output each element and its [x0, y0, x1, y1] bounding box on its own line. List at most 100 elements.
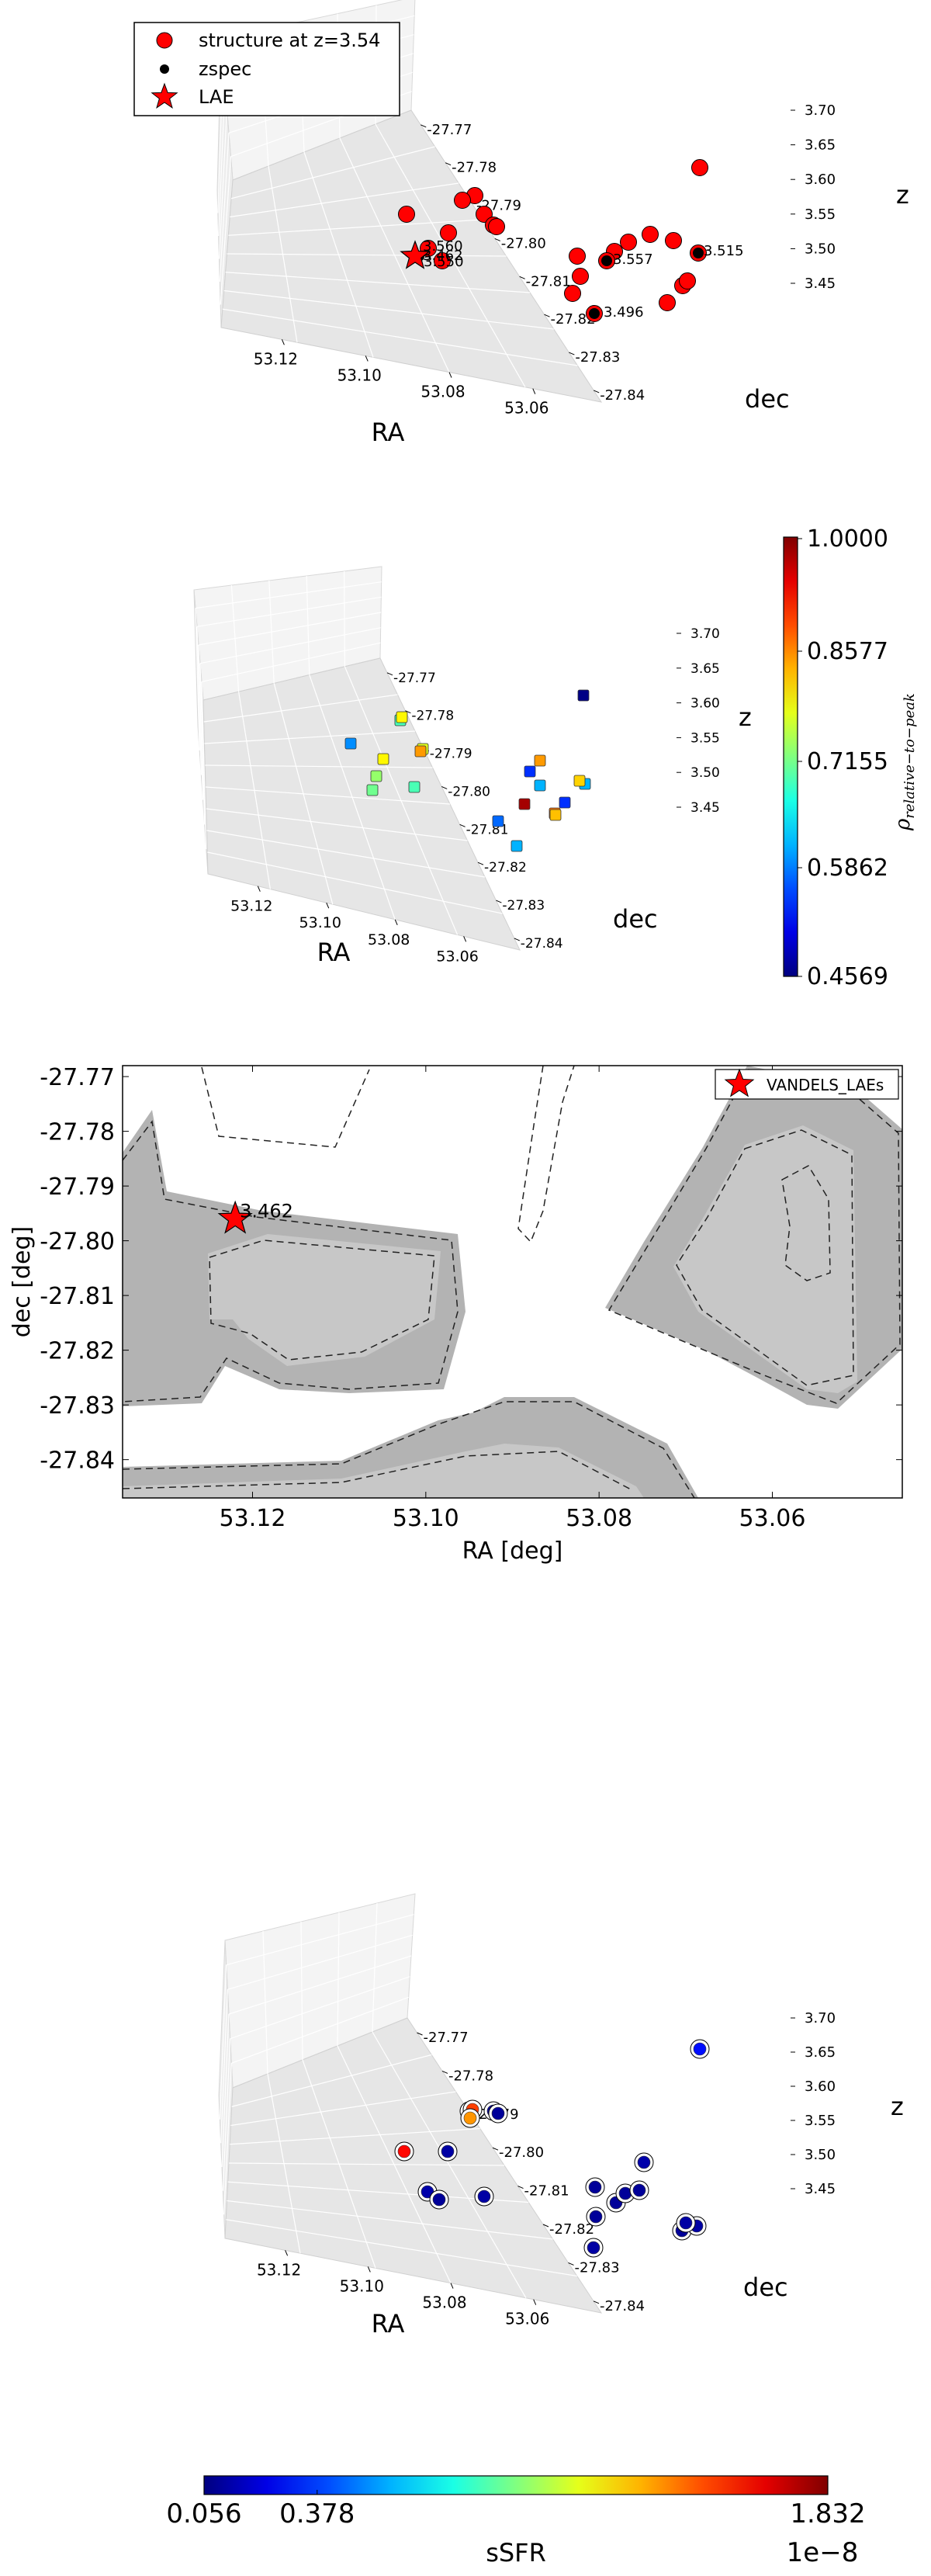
z-tick-label: 3.65	[805, 137, 836, 154]
structure-marker	[440, 224, 457, 241]
x-tick	[533, 2299, 537, 2305]
structure-marker	[454, 192, 471, 209]
x-tick-label: 53.08	[422, 2293, 466, 2312]
y-tick-label: -27.84	[40, 1447, 115, 1475]
y-tick-label: -27.84	[600, 387, 645, 404]
x-tick-label: 53.08	[368, 931, 410, 948]
y-tick-label: -27.82	[549, 2221, 594, 2238]
grid-line	[337, 1912, 340, 2047]
x-tick	[281, 339, 285, 345]
structure-marker	[679, 272, 696, 289]
legend: structure at z=3.54 zspec LAE	[133, 22, 400, 116]
z-tick-label: 3.45	[805, 2181, 836, 2197]
contour-line	[201, 1066, 370, 1148]
structure-marker	[659, 294, 676, 311]
y-tick	[477, 862, 484, 865]
y-tick-label: -27.78	[40, 1119, 115, 1146]
grid-line	[205, 764, 433, 768]
y-tick	[544, 314, 550, 317]
grid-line	[218, 109, 228, 259]
grid-line	[207, 851, 503, 914]
x-tick	[257, 886, 261, 892]
structure-marker	[398, 206, 415, 223]
z-axis-label: z	[739, 702, 752, 732]
density-marker	[396, 711, 408, 723]
grid-line	[344, 570, 345, 667]
y-tick-label: -27.82	[551, 311, 596, 328]
grid-line	[222, 308, 578, 366]
y-tick-label: -27.77	[424, 2030, 469, 2046]
z-tick-label: 3.50	[805, 241, 836, 257]
grid-line	[205, 786, 451, 805]
colorbar-tick-label: 1.0000	[807, 525, 888, 553]
y-tick-label: -27.77	[40, 1064, 115, 1091]
zspec-marker	[693, 248, 704, 258]
z-tick-label: 3.55	[690, 730, 720, 746]
x-axis-label: RA	[372, 2309, 405, 2339]
ssfr-marker	[491, 2106, 505, 2120]
x-tick-label: 53.08	[421, 383, 465, 401]
grid-line	[206, 830, 486, 878]
x-tick	[394, 919, 398, 925]
y-tick	[445, 162, 452, 166]
colorbar-label: sSFR	[486, 2538, 546, 2567]
y-tick-label: -27.82	[40, 1338, 115, 1365]
grid-line	[220, 1989, 228, 2144]
y-tick	[514, 938, 520, 941]
legend-marker-structure	[156, 32, 173, 49]
x-tick-label: 53.06	[436, 948, 478, 965]
contour-line	[122, 1451, 633, 1491]
colorbar-ssfr: 0.056 0.378 1.832 sSFR 1e−8	[166, 2475, 866, 2568]
z-axis-label: z	[891, 2092, 904, 2121]
grid-line	[227, 1934, 413, 1990]
legend-marker	[724, 1068, 755, 1097]
y-tick-label: -27.84	[521, 936, 563, 952]
grid-line	[206, 808, 468, 841]
grid-line	[231, 2054, 432, 2107]
grid-line	[230, 584, 240, 692]
grid-line	[223, 2063, 232, 2215]
y-tick	[405, 710, 411, 714]
contour-region-inner-right	[673, 1125, 857, 1393]
x-tick-label: 53.10	[393, 1505, 459, 1532]
y-tick	[593, 2300, 600, 2304]
density-marker	[414, 745, 427, 758]
grid-line	[204, 730, 416, 744]
z-tick-label: 3.70	[805, 102, 836, 119]
colorbar-label-sub: relative−to−peak	[902, 693, 918, 819]
ssfr-marker	[477, 2189, 491, 2203]
y-tick	[421, 124, 427, 128]
chart-structure-3d: 53.1253.1053.0853.06RA-27.77-27.78-27.79…	[133, 0, 909, 447]
density-marker	[534, 779, 546, 792]
y-tick-label: -27.83	[575, 2259, 620, 2276]
grid-line	[228, 2162, 505, 2166]
x-tick-label: 53.06	[504, 399, 549, 418]
grid-line	[201, 681, 207, 850]
annotation-label: 3.560	[423, 238, 463, 255]
x-tick	[448, 372, 452, 378]
grid-line	[203, 694, 398, 723]
ssfr-marker	[679, 2216, 693, 2230]
y-tick	[417, 2032, 423, 2036]
y-tick	[569, 352, 575, 355]
ssfr-marker	[588, 2180, 602, 2194]
y-tick-label: -27.79	[40, 1174, 115, 1201]
y-tick	[494, 237, 500, 241]
floor-pane	[202, 657, 521, 951]
y-tick	[542, 2224, 549, 2228]
x-tick-label: 53.10	[299, 914, 341, 931]
z-tick-label: 3.70	[805, 2010, 836, 2026]
z-tick-label: 3.50	[690, 765, 720, 781]
grid-line	[306, 575, 310, 675]
colorbar-tick-label: 0.056	[166, 2498, 241, 2529]
grid-line	[220, 156, 232, 305]
colorbar-bar	[783, 536, 798, 977]
grid-line	[230, 146, 435, 199]
y-tick	[441, 785, 448, 789]
grid-line	[195, 608, 200, 751]
grid-line	[230, 182, 459, 218]
grid-line	[228, 219, 483, 236]
grid-line	[221, 2013, 230, 2168]
contour-line	[122, 1401, 695, 1499]
